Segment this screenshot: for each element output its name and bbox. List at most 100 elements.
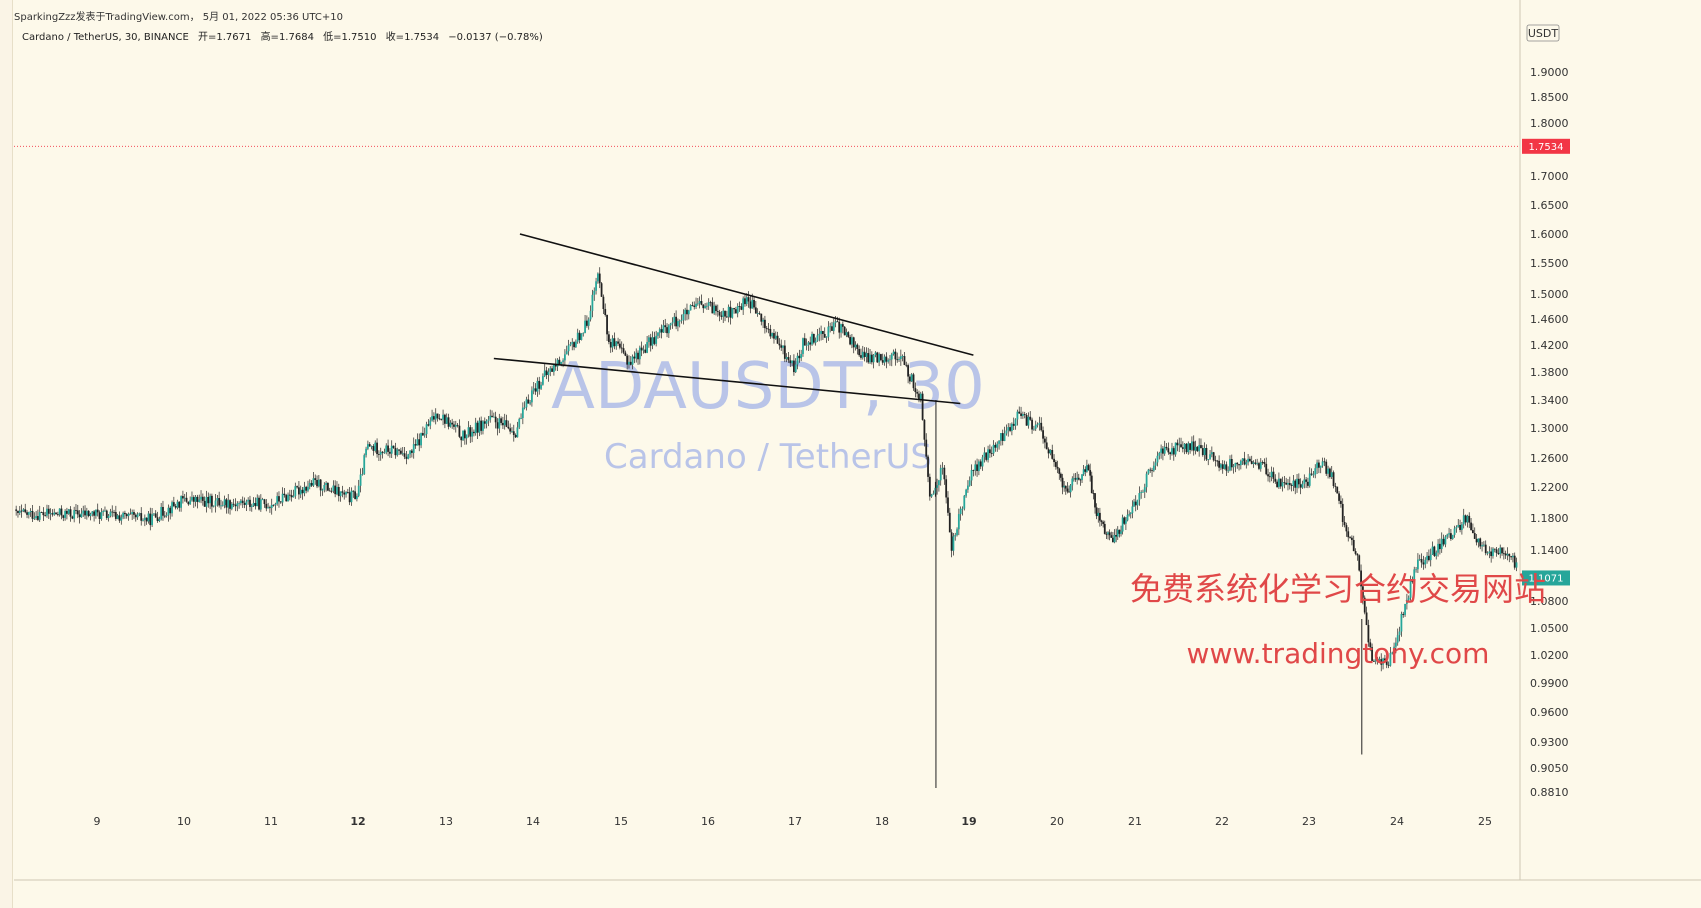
candle [207,492,210,508]
candle [543,364,546,378]
watermark-title: ADAUSDT, 30 [551,350,985,424]
candle [82,505,85,517]
candle [912,372,915,391]
candle [383,448,386,454]
candle [861,345,864,360]
candle [978,459,980,476]
candle [1308,467,1311,488]
candle [711,297,714,314]
candle [968,476,971,487]
candle [1329,467,1331,479]
promo-line-2[interactable]: www.tradingtony.com [1187,637,1490,670]
candle [702,304,705,313]
candle [689,304,692,311]
candle [107,514,110,522]
candle [387,439,389,457]
candle [1373,659,1375,662]
candle [191,491,193,502]
candle [849,334,851,346]
candle [1422,555,1425,570]
candle [816,329,819,342]
candle [1400,611,1403,637]
currency-box[interactable] [1526,24,1560,42]
candle [420,432,422,449]
candle [38,505,41,522]
candle [1247,454,1249,466]
candle [414,439,417,449]
candle [1362,580,1364,605]
candle [939,464,942,486]
candle [259,494,262,512]
candle [346,488,349,494]
candle [145,517,148,525]
candle [608,331,610,345]
candle [916,389,919,398]
candle [536,377,539,397]
candle [1225,461,1228,476]
candle [1437,539,1439,557]
candle [606,314,608,341]
candle [305,485,308,494]
candle [1143,483,1146,499]
candle [1094,493,1096,514]
candle [507,420,510,430]
candle [1044,435,1046,449]
candle [78,510,81,524]
candle [586,315,588,328]
candle [669,322,672,330]
candle [1227,466,1230,473]
candle [706,302,708,310]
candle [122,511,124,520]
candle [1001,429,1004,446]
candle [1442,534,1445,547]
candle [666,323,668,338]
candle [1290,483,1293,492]
trendline-upper[interactable] [519,233,974,356]
candle [1417,553,1419,574]
candle [294,482,297,499]
candle [1243,451,1246,466]
candle [381,451,384,459]
trendline-lower[interactable] [493,357,961,405]
candle [165,512,168,518]
candle [292,489,295,498]
candle [1387,661,1390,669]
candle [695,297,697,310]
candle [216,494,219,507]
candle [649,333,652,352]
time-tick-13: 22 [1215,815,1229,828]
candle [483,417,486,429]
price-axis[interactable]: 1.9000 1.8500 1.8000 1.7000 1.6500 1.6000 1.55… [1530,66,1569,799]
candle [365,446,367,458]
candle [841,321,844,334]
price-tick-15: 1.1800 [1530,512,1569,525]
legend-symbol[interactable]: Cardano / TetherUS, 30, BINANCE [22,32,189,43]
candle [211,493,213,513]
candle [1192,435,1195,456]
candle [140,507,143,526]
candle [1079,478,1082,486]
candle [959,506,962,521]
candle [1003,426,1006,442]
price-tick-23: 0.9050 [1530,762,1569,775]
time-axis[interactable]: 9 10 11 12 13 14 15 16 17 18 19 20 21 22 23 24 25 [94,815,1493,828]
candle [809,336,812,351]
candle [887,358,890,364]
candle [1345,522,1348,537]
candle [573,341,575,351]
candle [901,354,904,362]
candle [867,347,870,364]
candle [400,447,402,455]
candle [354,485,356,500]
candle [1299,478,1302,495]
candle [921,391,924,421]
time-tick-16: 25 [1478,815,1492,828]
candle [727,304,730,323]
candle [1200,438,1202,449]
candle [527,394,530,404]
candle [521,402,524,425]
candle [55,512,57,515]
candle [229,499,231,515]
candle [845,328,848,338]
